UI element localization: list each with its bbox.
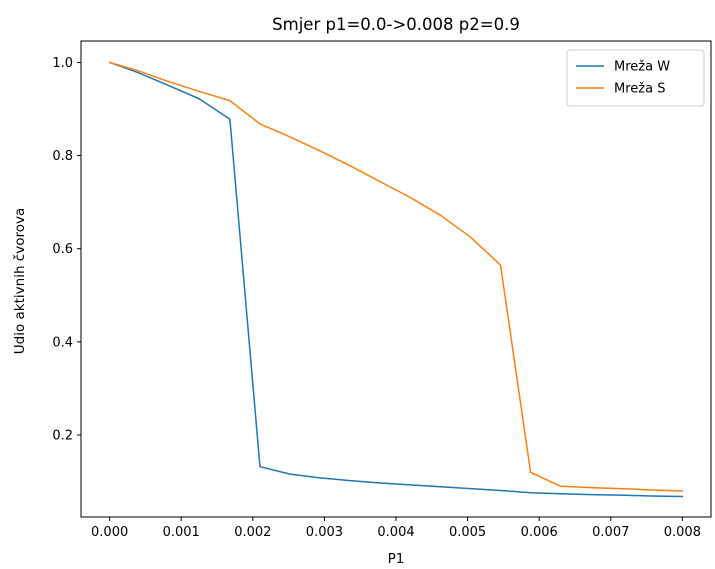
y-axis-label: Udio aktivnih čvorova — [12, 208, 28, 354]
series-line-1 — [108, 61, 684, 498]
series-line-2 — [108, 61, 684, 492]
x-tick-label: 0.003 — [306, 525, 343, 540]
legend-box — [566, 49, 705, 107]
x-tick-label: 0.008 — [664, 525, 701, 540]
x-tick-label: 0.006 — [521, 525, 558, 540]
x-tick-label: 0.004 — [377, 525, 414, 540]
y-tick-label: 0.6 — [52, 242, 73, 257]
x-axis-label: P1 — [388, 551, 405, 567]
legend-label-1: Mreža W — [614, 60, 670, 75]
axes-frame — [80, 40, 712, 518]
x-tick-label: 0.002 — [234, 525, 271, 540]
x-tick-label: 0.005 — [449, 525, 486, 540]
x-tick-label: 0.001 — [163, 525, 200, 540]
y-tick-label: 0.4 — [52, 335, 73, 350]
y-tick-label: 0.2 — [52, 429, 73, 444]
chart-title: Smjer p1=0.0->0.008 p2=0.9 — [272, 15, 520, 34]
x-tick-label: 0.007 — [592, 525, 629, 540]
y-tick-label: 0.8 — [52, 149, 73, 164]
x-tick-label: 0.000 — [91, 525, 128, 540]
legend: Mreža W Mreža S — [566, 49, 705, 107]
plot-area: 0.000 0.001 0.002 0.003 0.004 0.005 0.006 0.007… — [52, 40, 712, 540]
y-tick-label: 1.0 — [52, 56, 73, 71]
legend-label-2: Mreža S — [614, 82, 665, 97]
